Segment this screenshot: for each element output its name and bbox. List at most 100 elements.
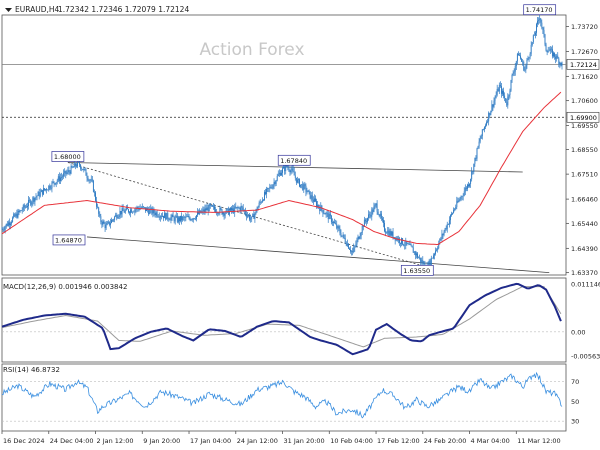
candle-body <box>468 184 469 187</box>
time-tick-label: 4 Mar 04:00 <box>471 437 510 445</box>
candle-body <box>372 209 374 212</box>
candle-body <box>34 197 36 202</box>
candle-body <box>238 207 240 209</box>
candle-body <box>485 125 486 127</box>
candle-body <box>264 192 265 201</box>
candle-body <box>95 192 96 201</box>
candle-body <box>364 219 366 222</box>
candle-body <box>421 260 423 262</box>
candle-body <box>59 177 61 182</box>
candle-body <box>490 110 492 116</box>
candle-body <box>38 192 40 197</box>
candle-body <box>293 171 295 176</box>
candle-body <box>259 202 261 203</box>
candle-body <box>292 168 294 172</box>
time-tick-label: 24 Dec 04:00 <box>50 437 94 445</box>
candle-body <box>13 214 15 218</box>
candle-body <box>226 208 228 210</box>
candle-body <box>446 224 448 230</box>
candle-body <box>544 34 546 45</box>
candle-body <box>498 84 500 92</box>
candle-body <box>31 202 33 205</box>
candle-body <box>98 207 100 214</box>
candle-body <box>100 216 102 222</box>
candle-body <box>30 200 32 205</box>
candle-body <box>300 184 302 187</box>
candle-body <box>471 171 473 180</box>
candle-body <box>462 195 464 197</box>
candle-body <box>20 210 22 212</box>
candle-body <box>332 222 333 223</box>
candle-body <box>3 229 5 231</box>
candle-body <box>16 213 18 218</box>
candle-body <box>22 205 24 211</box>
candle-body <box>48 185 50 190</box>
candle-body <box>319 207 321 211</box>
time-tick-label: 17 Feb 12:00 <box>377 437 420 445</box>
candle-body <box>86 175 88 179</box>
candle-body <box>325 212 327 215</box>
candle-body <box>306 191 308 193</box>
candle-body <box>529 53 531 58</box>
candle-body <box>381 218 383 221</box>
candle-body <box>482 129 484 130</box>
candle-body <box>316 201 317 207</box>
candle-body <box>483 126 485 130</box>
candle-body <box>236 207 238 209</box>
candle-body <box>104 223 106 229</box>
candle-body <box>132 211 134 213</box>
candle-body <box>317 204 319 207</box>
candle-body <box>231 207 232 211</box>
annotation-box <box>400 264 434 276</box>
candle-body <box>174 217 176 222</box>
candle-body <box>169 219 171 221</box>
candle-body <box>214 206 215 210</box>
candle-body <box>526 59 528 66</box>
candle-body <box>160 216 162 217</box>
candle-body <box>289 170 291 173</box>
candle-body <box>131 209 133 213</box>
candle-body <box>171 214 173 218</box>
candle-body <box>247 215 248 217</box>
candle-body <box>273 182 275 185</box>
candle-body <box>37 192 39 196</box>
candle-body <box>356 240 358 245</box>
candle-body <box>58 176 60 182</box>
candle-body <box>312 199 314 202</box>
candle-body <box>440 238 442 240</box>
candle-body <box>47 189 49 191</box>
candle-body <box>185 216 187 219</box>
candle-body <box>406 240 408 244</box>
candle-body <box>536 24 537 33</box>
candle-body <box>301 184 303 185</box>
candle-body <box>436 249 438 251</box>
annotation-label: 1.64870 <box>55 236 82 244</box>
candle-body <box>337 226 339 229</box>
candle-body <box>386 232 388 234</box>
candle-body <box>541 22 543 28</box>
candle-body <box>324 213 326 215</box>
candle-body <box>415 253 417 256</box>
candle-body <box>173 217 175 222</box>
moving-average-line <box>1 91 562 246</box>
candle-body <box>336 223 338 229</box>
candle-body <box>519 55 520 57</box>
candle-body <box>428 260 430 270</box>
candle-body <box>448 220 450 225</box>
collapse-triangle-icon[interactable] <box>5 8 12 12</box>
price-axis: 1.73720 1.72670 1.71620 1.70600 1.69550 1.685… <box>566 23 598 277</box>
candle-body <box>129 212 130 214</box>
candle-body <box>4 226 6 231</box>
candle-body <box>276 175 278 181</box>
candle-body <box>447 224 449 225</box>
candle-body <box>150 207 152 210</box>
candle-body <box>379 213 381 217</box>
rsi-panel-frame <box>1 363 567 432</box>
candle-body <box>551 49 553 57</box>
candle-body <box>434 253 435 256</box>
time-tick-label: 24 Jan 12:00 <box>237 437 278 445</box>
candle-body <box>228 210 230 215</box>
time-tick-label: 11 Mar 12:00 <box>517 437 560 445</box>
candle-body <box>49 185 51 189</box>
candle-body <box>208 204 210 212</box>
